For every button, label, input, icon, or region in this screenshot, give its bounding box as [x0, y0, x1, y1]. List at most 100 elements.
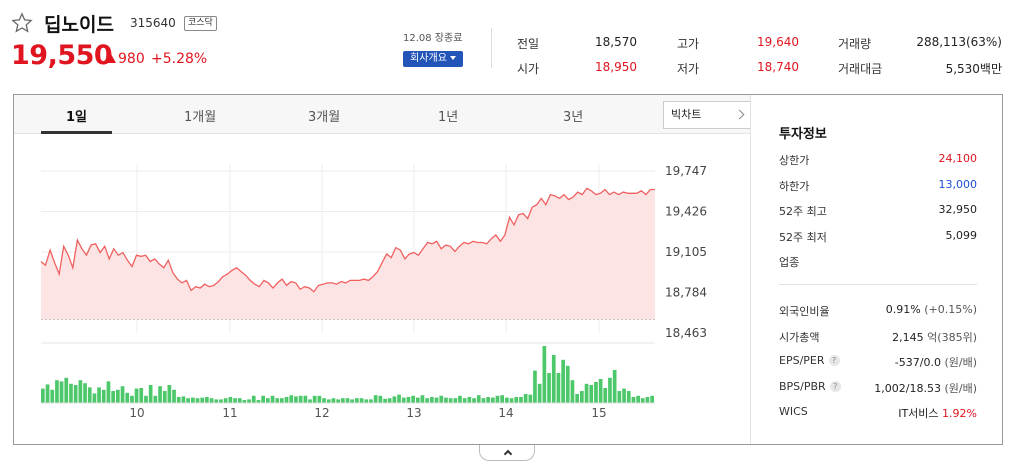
volume-bar: [626, 391, 631, 403]
tab-period[interactable]: 3년: [563, 110, 584, 125]
volume-bar: [561, 359, 565, 403]
volume-bar: [45, 384, 50, 403]
volume-bar: [83, 383, 87, 403]
volume-bar: [383, 398, 387, 403]
stock-header: 딥노이드 315640 코스닥 19,550 980 +5.28% 12.08 …: [0, 0, 1021, 86]
investment-value-sub: (원/배): [940, 356, 977, 369]
volume-bar: [162, 391, 167, 403]
volume-bar: [364, 399, 369, 403]
y-tick-label: 19,105: [665, 245, 707, 259]
volume-bar: [55, 380, 59, 403]
quote-label: 고가: [677, 37, 700, 51]
volume-bar: [645, 397, 650, 403]
volume-bar: [425, 398, 429, 403]
volume-bar: [139, 388, 144, 403]
volume-bar: [336, 399, 340, 403]
volume-bar: [64, 377, 69, 403]
volume-bar: [172, 389, 176, 403]
x-tick-label: 12: [314, 406, 329, 420]
investment-value: IT서비스 1.92%: [898, 405, 977, 421]
volume-bar: [303, 395, 308, 403]
volume-bar: [326, 399, 331, 403]
volume-bar: [528, 394, 533, 403]
company-overview-button[interactable]: 회사개요: [403, 51, 463, 67]
period-tabs: 1일 1개월 3개월 1년 3년 빅차트: [14, 95, 751, 134]
volume-bar: [87, 387, 92, 403]
volume-bar: [453, 398, 458, 403]
x-tick-label: 13: [406, 406, 421, 420]
help-icon[interactable]: ?: [828, 355, 840, 366]
volume-bar: [491, 397, 495, 403]
quote-value: 18,740: [757, 60, 799, 74]
volume-bar: [631, 397, 636, 403]
x-tick-label: 14: [498, 406, 513, 420]
volume-bar: [247, 399, 251, 403]
investment-label-text: BPS/PBR: [779, 379, 826, 393]
investment-row: BPS/PBR? 1,002/18.53 (원/배): [779, 380, 977, 396]
investment-value-main: 24,100: [938, 152, 978, 165]
volume-bar: [392, 396, 397, 403]
market-badge: 코스닥: [184, 16, 217, 31]
volume-bar: [369, 399, 373, 403]
help-icon[interactable]: ?: [829, 380, 841, 392]
investment-value: 32,950: [939, 203, 978, 216]
volume-bar: [284, 397, 289, 403]
volume-bar: [41, 388, 45, 403]
volume-bar: [575, 394, 579, 403]
tab-period[interactable]: 1개월: [184, 110, 217, 125]
intraday-chart[interactable]: 19,747 19,426 19,105 18,784 18,463 10 11 12 13 14…: [14, 134, 750, 445]
investment-label: WICS: [779, 405, 808, 418]
collapse-button[interactable]: [479, 445, 535, 461]
volume-bar: [120, 386, 125, 403]
investment-label: 하한가: [779, 178, 809, 194]
volume-bar: [308, 399, 312, 403]
volume-bar: [251, 395, 256, 403]
investment-row: 시가총액 2,145 억(385위): [779, 329, 977, 345]
volume-bar: [434, 397, 439, 403]
volume-bar: [476, 395, 481, 403]
investment-label-text: 외국인비율: [779, 305, 830, 318]
chevron-up-icon: [503, 449, 513, 459]
volume-bar: [439, 395, 444, 403]
volume-bar: [312, 395, 317, 403]
volume-bar: [233, 398, 237, 403]
tab-period[interactable]: 1년: [438, 110, 459, 125]
big-chart-button[interactable]: 빅차트: [663, 101, 751, 129]
volume-bar: [256, 400, 261, 403]
volume-bar: [350, 399, 354, 403]
volume-bar: [448, 398, 453, 403]
volume-bar: [167, 385, 172, 403]
volume-bar: [101, 389, 106, 403]
investment-label: EPS/PER?: [779, 354, 840, 367]
investment-label-text: 시가총액: [779, 330, 820, 344]
stock-name: 딥노이드: [44, 14, 114, 36]
investment-info-title: 투자정보: [779, 127, 827, 142]
star-icon[interactable]: [11, 12, 33, 34]
investment-value: 5,099: [946, 229, 978, 242]
volume-bar: [495, 395, 500, 403]
volume-bar: [78, 380, 83, 403]
volume-bar: [617, 391, 622, 403]
tab-period[interactable]: 1일: [66, 110, 88, 125]
x-tick-label: 10: [129, 406, 144, 420]
volume-bar: [603, 388, 608, 403]
volume-bar: [505, 397, 509, 403]
volume-bar: [570, 380, 575, 403]
volume-bar: [481, 398, 486, 403]
volume-bar: [266, 398, 270, 403]
volume-bar: [542, 346, 547, 403]
volume-bar: [317, 395, 322, 403]
volume-bar: [547, 373, 551, 403]
volume-bar: [59, 381, 64, 403]
investment-value-main: 1,002/18.53: [874, 381, 941, 395]
volume-bar: [514, 397, 519, 403]
investment-value: 1,002/18.53 (원/배): [874, 380, 977, 396]
tab-period[interactable]: 3개월: [308, 110, 341, 125]
volume-bar: [322, 398, 326, 403]
investment-value: 24,100: [939, 152, 978, 165]
volume-bar: [472, 398, 476, 403]
volume-bar: [209, 398, 214, 403]
volume-bar: [116, 389, 120, 403]
volume-bar: [111, 391, 115, 403]
volume-bar: [509, 398, 514, 403]
